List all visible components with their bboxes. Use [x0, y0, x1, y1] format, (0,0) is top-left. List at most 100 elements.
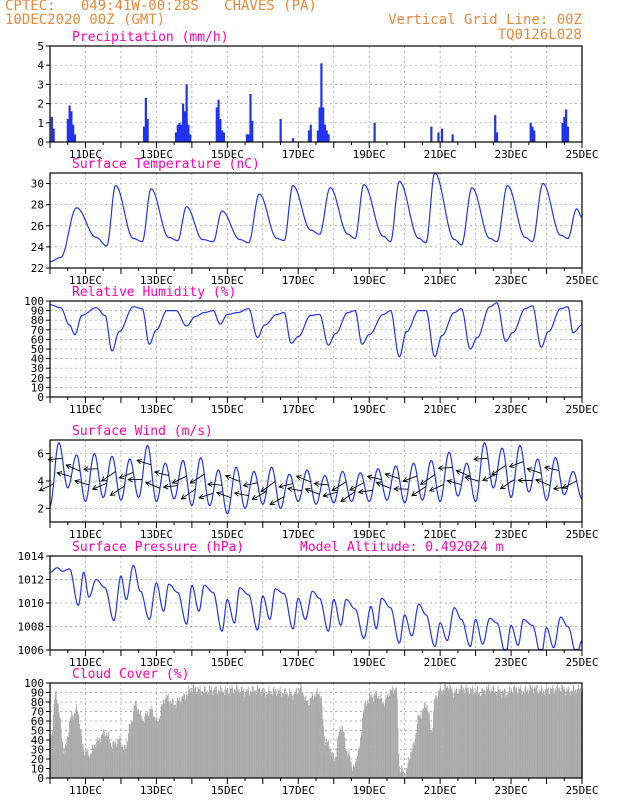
cloud-bar	[54, 691, 56, 778]
cloud-bar	[291, 695, 293, 778]
cloud-bar	[284, 687, 286, 778]
cloud-bar	[233, 690, 235, 778]
cloud-bar	[250, 692, 252, 778]
x-tick-label: 11DEC	[69, 656, 102, 669]
cloud-bar	[489, 693, 491, 778]
cloud-bar	[218, 689, 220, 778]
wind-arrow-head	[393, 486, 399, 492]
cloud-bar	[208, 685, 210, 778]
cloud-bar	[184, 694, 185, 778]
cloud-bar	[314, 694, 316, 778]
cloud-bar	[94, 743, 96, 778]
cloud-bar	[279, 686, 281, 778]
cloud-bar	[522, 691, 524, 778]
cloud-bar	[57, 703, 59, 778]
cloud-bar	[506, 692, 508, 778]
cloud-bar	[349, 755, 351, 778]
wind-arrow	[92, 482, 107, 490]
cloud-bar	[211, 691, 213, 778]
cloud-bar	[126, 741, 128, 778]
cloud-bar	[69, 721, 71, 778]
cloud-bar	[201, 691, 203, 778]
cloud-bar	[499, 690, 500, 778]
wind-arrow	[39, 483, 54, 492]
cloud-bar	[183, 693, 185, 778]
x-tick-label: 15DEC	[211, 528, 244, 541]
x-tick-label: 17DEC	[282, 656, 315, 669]
cloud-bar	[56, 699, 58, 778]
cloud-bar	[123, 745, 125, 778]
cloud-bar	[510, 692, 512, 778]
cloud-bar	[265, 695, 267, 778]
cloud-bar	[181, 696, 183, 778]
x-tick-label: 21DEC	[424, 528, 457, 541]
wind-arrow	[456, 470, 471, 477]
cloud-bar	[381, 698, 383, 778]
cloud-bar	[518, 687, 520, 778]
cloud-bar	[114, 741, 116, 778]
wind-arrow	[172, 475, 187, 484]
cloud-bar	[472, 688, 474, 778]
cloud-bar	[417, 714, 419, 778]
cloud-bar	[137, 708, 139, 778]
cloud-bar	[437, 697, 439, 778]
cloud-bar	[567, 688, 569, 778]
wind-arrow	[349, 482, 365, 491]
wind-arrow	[48, 457, 63, 461]
cloud-bar	[147, 716, 149, 778]
cloud-bar	[408, 759, 410, 778]
cloud-bar	[503, 692, 505, 778]
cloud-bar	[571, 691, 573, 778]
wind-arrow-head	[278, 483, 284, 489]
cloud-bar	[151, 705, 153, 778]
precip-bar	[529, 122, 532, 142]
wind-arrow-head	[437, 465, 444, 471]
cloud-bar	[555, 690, 557, 778]
x-tick-label: 13DEC	[140, 784, 173, 797]
wind-arrow-head	[526, 467, 533, 473]
wind-arrow-head	[455, 469, 462, 475]
cloud-bar	[297, 693, 299, 778]
cloud-bar	[514, 688, 516, 778]
cloud-bar	[95, 746, 97, 778]
panel-3: Surface Wind (m/s) 2 4 6 11DEC 13DEC 15DEC 17DE…	[37, 424, 598, 541]
cloud-bar	[244, 696, 246, 778]
cloud-bar	[195, 687, 197, 778]
cloud-bar	[303, 695, 305, 778]
cloud-bar	[361, 730, 363, 778]
cloud-bar	[185, 698, 187, 778]
precip-bar	[182, 103, 185, 142]
wind-arrow-head	[56, 471, 63, 477]
series-line	[50, 302, 582, 358]
cloud-bar	[321, 705, 323, 778]
wind-arrow-head	[91, 485, 98, 491]
cloud-bar	[52, 714, 54, 778]
cloud-bar	[406, 768, 408, 778]
cloud-bar	[494, 691, 496, 778]
cloud-bar	[313, 696, 315, 778]
cloud-bar	[487, 686, 489, 778]
cloud-bar	[538, 689, 540, 778]
cloud-bar	[371, 694, 373, 778]
cloud-bar	[425, 706, 427, 778]
x-tick-label: 17DEC	[282, 784, 315, 797]
cloud-bar	[101, 733, 103, 778]
cloud-bar	[272, 688, 274, 778]
precip-bar	[325, 130, 328, 142]
cloud-bar	[174, 704, 176, 778]
cloud-bar	[496, 695, 498, 778]
cloud-bar	[442, 690, 444, 778]
cloud-bar	[218, 692, 220, 778]
cloud-bar	[423, 702, 425, 778]
cloud-bar	[516, 687, 517, 778]
cloud-bar	[60, 728, 62, 778]
cloud-bar	[274, 690, 276, 778]
cloud-bar	[455, 692, 456, 778]
cloud-bar	[326, 742, 328, 778]
wind-arrow-head	[251, 494, 258, 500]
cloud-bar	[467, 688, 468, 778]
cloud-bar	[262, 689, 263, 778]
cloud-bar	[150, 709, 152, 778]
